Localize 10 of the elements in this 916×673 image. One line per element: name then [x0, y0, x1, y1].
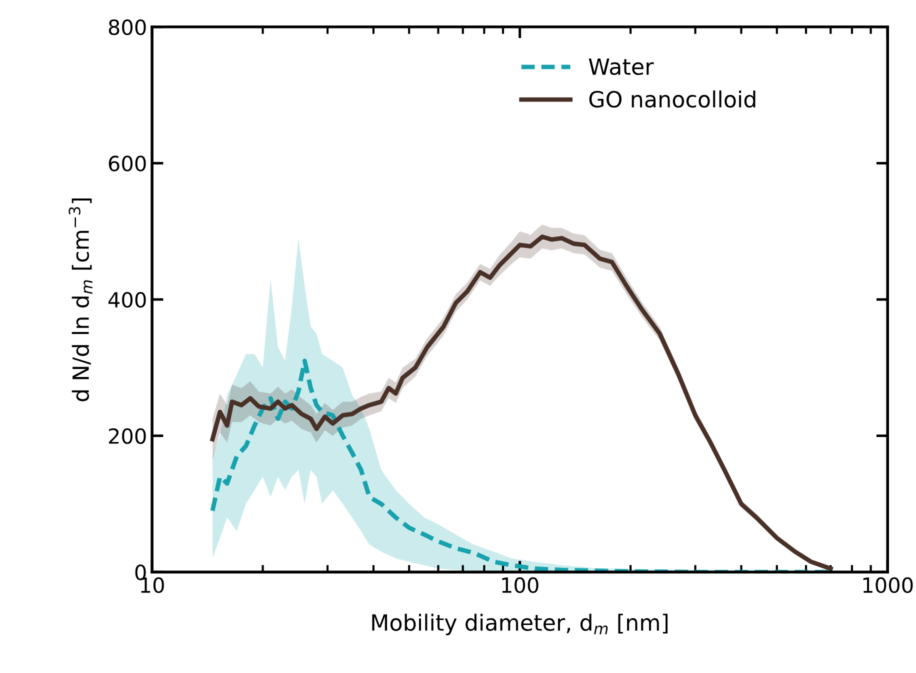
legend-label: Water	[588, 58, 654, 76]
y-tick-label: 400	[108, 292, 146, 308]
x-tick-label: 100	[502, 577, 538, 594]
y-axis-title: d N/d ln d$_{m}$ [cm$^{−3}$]	[68, 198, 92, 402]
x-tick-label: 1000	[863, 577, 913, 594]
y-tick-label: 200	[108, 428, 146, 444]
legend-label: GO nanocolloid	[589, 90, 756, 108]
y-tick-label: 600	[108, 156, 146, 172]
y-tick-label: 800	[108, 19, 146, 36]
x-axis-title: Mobility diameter, d$_{m}$ [nm]	[372, 614, 668, 636]
